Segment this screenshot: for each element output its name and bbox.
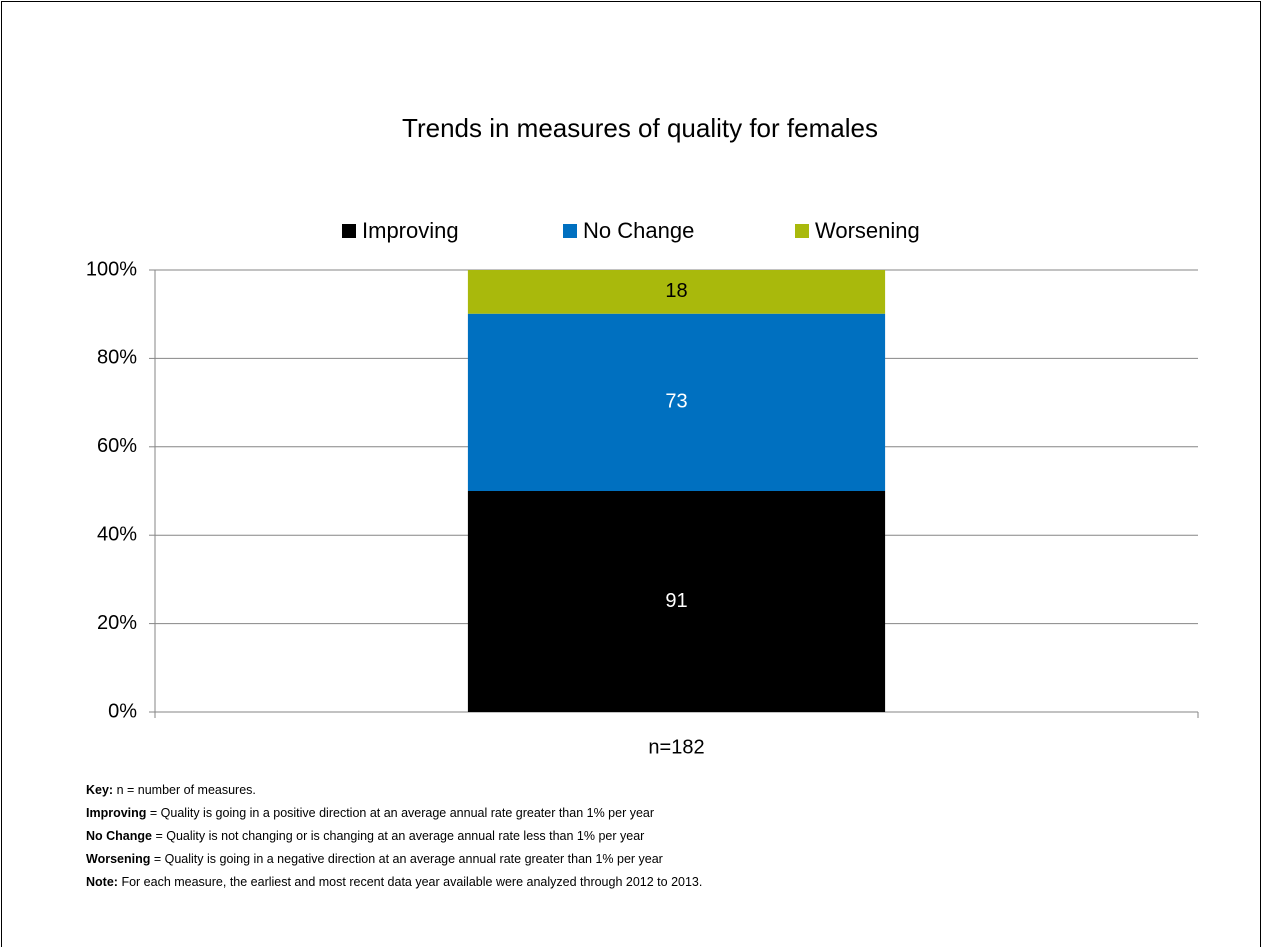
data-label: 18 [665,280,687,302]
note-text: n = number of measures. [116,783,256,797]
y-tick-label: 60% [97,435,137,457]
data-label: 73 [665,391,687,413]
y-tick-label: 0% [108,700,137,722]
legend-label: No Change [583,218,694,243]
chart-title: Trends in measures of quality for female… [402,113,878,143]
note-text: = Quality is going in a positive directi… [149,806,655,820]
data-label: 91 [665,590,687,612]
x-tick-label: n=182 [648,736,704,758]
note-term: Improving [86,806,147,820]
y-tick-label: 100% [86,258,137,280]
y-tick-label: 40% [97,523,137,545]
legend-swatch [342,224,356,238]
note-line: No Change = Quality is not changing or i… [86,826,702,849]
note-text: = Quality is not changing or is changing… [155,829,645,843]
notes: Key: n = number of measures. Improving = … [86,780,702,895]
legend-label: Improving [362,218,459,243]
bar-segment [467,313,886,491]
note-term: Note: [86,875,118,889]
note-line: Worsening = Quality is going in a negati… [86,849,702,872]
note-line: Note: For each measure, the earliest and… [86,872,702,895]
legend-swatch [563,224,577,238]
y-tick-label: 80% [97,347,137,369]
note-term: No Change [86,829,152,843]
note-term: Worsening [86,852,151,866]
note-text: = Quality is going in a negative directi… [153,852,663,866]
y-tick-label: 20% [97,612,137,634]
bar-segment [467,491,886,712]
legend-swatch [795,224,809,238]
note-line: Improving = Quality is going in a positi… [86,803,702,826]
note-text: For each measure, the earliest and most … [121,875,703,889]
note-term: Key: [86,783,114,797]
bar-segment [467,270,886,314]
legend-label: Worsening [815,218,920,243]
plot-area: 0% 20% 40% 60% 80% 100% Improving No Change Wors… [86,218,1199,758]
note-line: Key: n = number of measures. [86,780,702,803]
